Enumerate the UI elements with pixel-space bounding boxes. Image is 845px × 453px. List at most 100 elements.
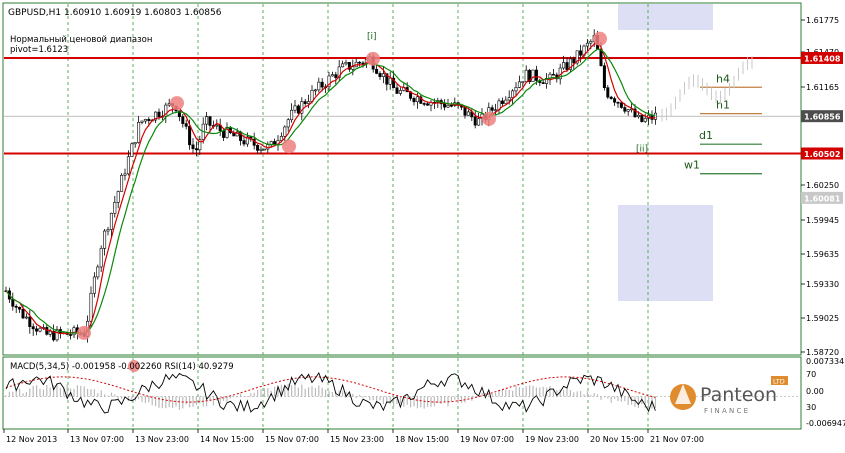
candle-body [130, 143, 134, 158]
macd-signal-line [5, 376, 656, 403]
projection-level-label: w1 [684, 159, 700, 172]
x-axis-tick-label: 13 Nov 23:00 [135, 435, 189, 444]
pivot-note: pivot=1.6123 [10, 45, 68, 55]
indicator-axis-label: 0.007334 [806, 357, 844, 366]
projection-level-label: h4 [716, 72, 730, 85]
candle-body [177, 110, 181, 118]
candle-body [48, 330, 52, 335]
candle-body [92, 276, 96, 294]
candle-body [643, 118, 647, 122]
candle-body [517, 81, 521, 88]
price-tag [801, 147, 843, 160]
candle-body [500, 100, 504, 104]
price-tag [801, 110, 843, 123]
x-axis-tick-label: 14 Nov 15:00 [200, 435, 254, 444]
candle-body [191, 144, 195, 149]
candle-body [633, 108, 637, 118]
candle-body [18, 306, 22, 310]
candle-body [96, 266, 100, 278]
wave-label: [i] [367, 32, 377, 42]
candle-body [310, 89, 314, 102]
candle-body [69, 334, 73, 336]
x-axis-tick-label: 15 Nov 07:00 [265, 435, 319, 444]
target-zone-top [618, 4, 713, 30]
swing-marker [170, 96, 184, 111]
candle-body [313, 89, 317, 92]
candle-body [225, 126, 229, 138]
y-axis-tick-label: 1.61775 [806, 16, 839, 25]
candle-body [412, 98, 416, 103]
candle-body [222, 130, 226, 138]
x-axis-tick-label: 21 Nov 07:00 [650, 435, 704, 444]
candle-body [45, 327, 49, 335]
candle-body [133, 142, 137, 145]
candle-body [123, 173, 127, 176]
candle-body [28, 316, 32, 327]
candle-body [514, 87, 518, 92]
price-tag-label: 1.60081 [804, 194, 841, 203]
candle-body [256, 145, 260, 151]
price-tag-label: 1.60856 [804, 113, 841, 122]
candle-body [477, 118, 481, 126]
price-tag-label: 1.61408 [804, 54, 841, 63]
candle-body [181, 116, 185, 124]
candle-body [14, 306, 18, 308]
candle-body [392, 77, 396, 89]
candle-body [609, 96, 613, 99]
candle-body [116, 191, 120, 203]
candle-body [103, 230, 107, 249]
candle-body [575, 50, 579, 64]
candle-body [337, 66, 341, 78]
candle-body [653, 112, 657, 120]
candle-body [296, 105, 300, 114]
candle-body [351, 66, 355, 70]
candle-body [395, 87, 399, 94]
candle-body [242, 140, 246, 145]
candle-body [341, 63, 345, 68]
candle-body [375, 68, 379, 74]
candle-body [52, 330, 56, 341]
logo-name: Panteon [700, 384, 777, 406]
candle-body [126, 156, 130, 175]
indicator-axis-label: 70 [806, 370, 816, 379]
candle-body [283, 126, 287, 137]
candle-body [24, 316, 28, 319]
candle-body [640, 114, 644, 122]
candle-body [106, 229, 110, 232]
candle-body [21, 308, 25, 319]
candle-body [188, 125, 192, 146]
rsi-line [5, 372, 656, 414]
candle-body [531, 69, 535, 82]
x-axis-tick-label: 12 Nov 2013 [6, 435, 57, 444]
candle-body [198, 139, 202, 151]
x-axis-tick-label: 13 Nov 07:00 [70, 435, 124, 444]
candle-body [572, 58, 576, 64]
logo-badge [771, 376, 788, 385]
swing-marker [77, 325, 91, 340]
candle-body [507, 97, 511, 101]
candle-body [490, 107, 494, 111]
candle-body [524, 69, 528, 82]
y-axis-tick-label: 1.59025 [806, 314, 839, 323]
candle-body [381, 73, 385, 77]
candle-body [109, 212, 113, 230]
candle-body [636, 114, 640, 118]
indicator-axis-label: 0.00 [806, 387, 824, 396]
candle-body [72, 327, 76, 336]
candle-body [361, 62, 365, 65]
swing-marker [482, 111, 496, 126]
y-axis-tick-label: 1.60250 [806, 181, 839, 190]
candle-body [113, 202, 117, 214]
candle-body [473, 116, 477, 126]
candle-body [626, 109, 630, 112]
candle-body [11, 298, 15, 307]
price-tag [801, 191, 843, 204]
candle-body [259, 148, 263, 151]
candle-body [290, 109, 294, 121]
candle-body [623, 107, 627, 112]
candle-body [137, 122, 141, 143]
x-axis-tick-label: 18 Nov 15:00 [395, 435, 449, 444]
candle-body [89, 292, 93, 322]
candle-body [415, 96, 419, 103]
